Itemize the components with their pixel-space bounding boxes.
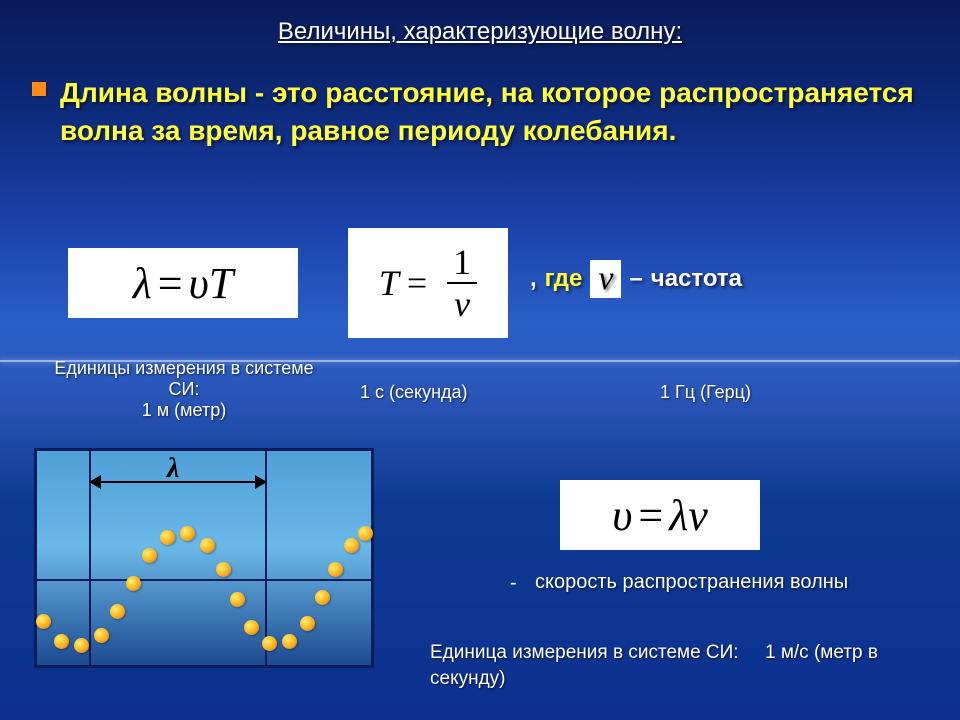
si-units-speed: Единица измерения в системе СИ: 1 м/с (м… — [430, 640, 920, 691]
speed-rhs-nu: ν — [688, 490, 708, 541]
formula-speed: υ = λ ν — [560, 480, 760, 550]
wave-particle — [142, 548, 157, 563]
period-symbol: T — [209, 258, 233, 309]
wave-diagram: λ — [34, 448, 374, 668]
arrow-right-head — [255, 475, 267, 489]
fraction-denominator: ν — [448, 286, 476, 322]
si-units-period: 1 с (секунда) — [360, 382, 468, 403]
speed-rhs-lambda: λ — [669, 490, 688, 541]
speed-lhs: υ — [612, 490, 632, 541]
equals: = — [638, 490, 663, 541]
wave-particle — [94, 628, 109, 643]
si-units-frequency: 1 Гц (Герц) — [660, 382, 751, 403]
period-lhs: T — [379, 265, 399, 301]
where-word: где — [545, 265, 583, 293]
formula-period: T = 1 ν — [348, 228, 508, 338]
velocity-symbol: υ — [189, 258, 209, 309]
wave-particle — [126, 576, 141, 591]
wave-particle — [180, 526, 195, 541]
diagram-hline — [37, 579, 371, 581]
wave-particle — [216, 562, 231, 577]
wave-particle — [358, 526, 373, 541]
frequency-label: частота — [651, 265, 742, 293]
wave-particle — [36, 614, 51, 629]
si-header: Единицы измерения в системе СИ: — [44, 358, 324, 400]
si-units-lambda: Единицы измерения в системе СИ: 1 м (мет… — [44, 358, 324, 421]
dash: – — [629, 265, 642, 293]
wave-particle — [328, 562, 343, 577]
where-clause: , где ν – частота — [530, 260, 742, 298]
bullet-marker — [32, 82, 46, 96]
fraction-numerator: 1 — [447, 244, 477, 280]
equals: = — [407, 265, 427, 301]
wave-particle — [344, 538, 359, 553]
si-speed-header: Единица измерения в системе СИ: — [430, 642, 739, 663]
slide-title: Величины, характеризующие волну: — [0, 18, 960, 46]
lambda-diagram-label: λ — [167, 453, 179, 485]
wave-particle — [244, 620, 259, 635]
wave-particle — [54, 634, 69, 649]
equals: = — [158, 258, 183, 309]
formula-wavelength: λ = υ T — [68, 248, 298, 318]
si-lambda-value: 1 м (метр) — [44, 400, 324, 421]
wave-particle — [74, 638, 89, 653]
caption-dash: - — [510, 572, 517, 595]
nu-symbol-box: ν — [590, 260, 621, 298]
fraction: 1 ν — [447, 244, 477, 322]
definition-text: Длина волны - это расстояние, на которое… — [60, 74, 920, 150]
wave-particle — [110, 604, 125, 619]
lambda-symbol: λ — [133, 258, 152, 309]
wave-particle — [315, 590, 330, 605]
speed-caption: скорость распространения волны — [535, 570, 880, 595]
wave-particle — [230, 592, 245, 607]
wave-particle — [282, 634, 297, 649]
wave-particle — [200, 538, 215, 553]
comma: , — [530, 265, 537, 293]
wave-particle — [300, 616, 315, 631]
wave-particle — [262, 636, 277, 651]
wave-particle — [160, 530, 175, 545]
